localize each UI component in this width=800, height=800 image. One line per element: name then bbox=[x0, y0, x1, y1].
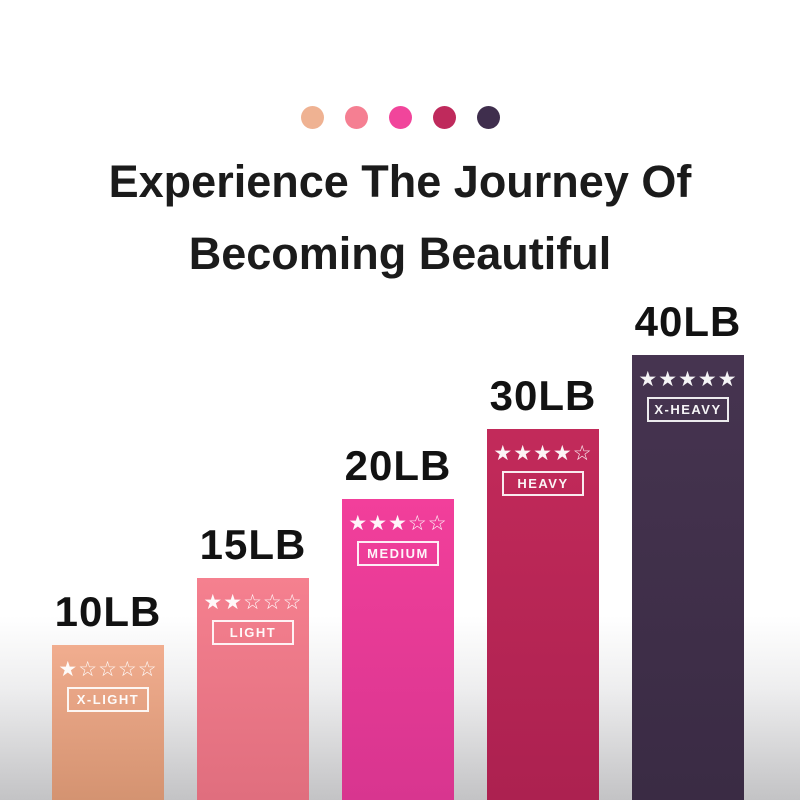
level-badge: LIGHT bbox=[212, 620, 294, 645]
palette-dot-heavy bbox=[432, 106, 456, 129]
bar-medium: ★★★☆☆ MEDIUM bbox=[342, 499, 454, 800]
palette-dot-medium bbox=[388, 106, 412, 129]
bar-heavy: ★★★★☆ HEAVY bbox=[487, 429, 599, 800]
bar-light: ★★☆☆☆ LIGHT bbox=[197, 578, 309, 800]
weight-label: 30LB bbox=[489, 371, 597, 419]
weight-label: 10LB bbox=[54, 587, 162, 635]
weight-label: 20LB bbox=[344, 441, 452, 489]
page-title-line2: Becoming Beautiful bbox=[188, 228, 612, 279]
weight-label: 40LB bbox=[634, 297, 742, 345]
bar-x-light: ★☆☆☆☆ X-LIGHT bbox=[52, 645, 164, 800]
band-column-light: 15LB ★★☆☆☆ LIGHT bbox=[197, 521, 309, 800]
bar-x-heavy: ★★★★★ X-HEAVY bbox=[632, 355, 744, 800]
level-badge: MEDIUM bbox=[357, 541, 439, 566]
band-column-x-heavy: 40LB ★★★★★ X-HEAVY bbox=[632, 298, 744, 800]
band-column-medium: 20LB ★★★☆☆ MEDIUM bbox=[342, 442, 454, 800]
resistance-level-bar-chart: 10LB ★☆☆☆☆ X-LIGHT 15LB ★★☆☆☆ LIGHT 20LB… bbox=[52, 298, 744, 800]
level-badge: X-LIGHT bbox=[67, 687, 149, 712]
palette-dot-x-heavy bbox=[476, 106, 500, 129]
palette-dot-x-light bbox=[300, 106, 324, 129]
band-column-heavy: 30LB ★★★★☆ HEAVY bbox=[487, 372, 599, 800]
star-rating-icon: ★★★★☆ bbox=[493, 442, 593, 465]
palette-dot-light bbox=[344, 106, 368, 129]
band-column-x-light: 10LB ★☆☆☆☆ X-LIGHT bbox=[52, 588, 164, 800]
level-badge: HEAVY bbox=[502, 471, 584, 496]
star-rating-icon: ★★☆☆☆ bbox=[203, 591, 303, 614]
color-palette-dots bbox=[0, 106, 800, 129]
star-rating-icon: ★★★★★ bbox=[638, 368, 738, 391]
page-title-line1: Experience The Journey Of bbox=[108, 156, 692, 207]
star-rating-icon: ★☆☆☆☆ bbox=[58, 658, 158, 681]
level-badge: X-HEAVY bbox=[647, 397, 729, 422]
star-rating-icon: ★★★☆☆ bbox=[348, 512, 448, 535]
weight-label: 15LB bbox=[199, 520, 307, 568]
page-title: Experience The Journey Of Becoming Beaut… bbox=[0, 146, 800, 290]
